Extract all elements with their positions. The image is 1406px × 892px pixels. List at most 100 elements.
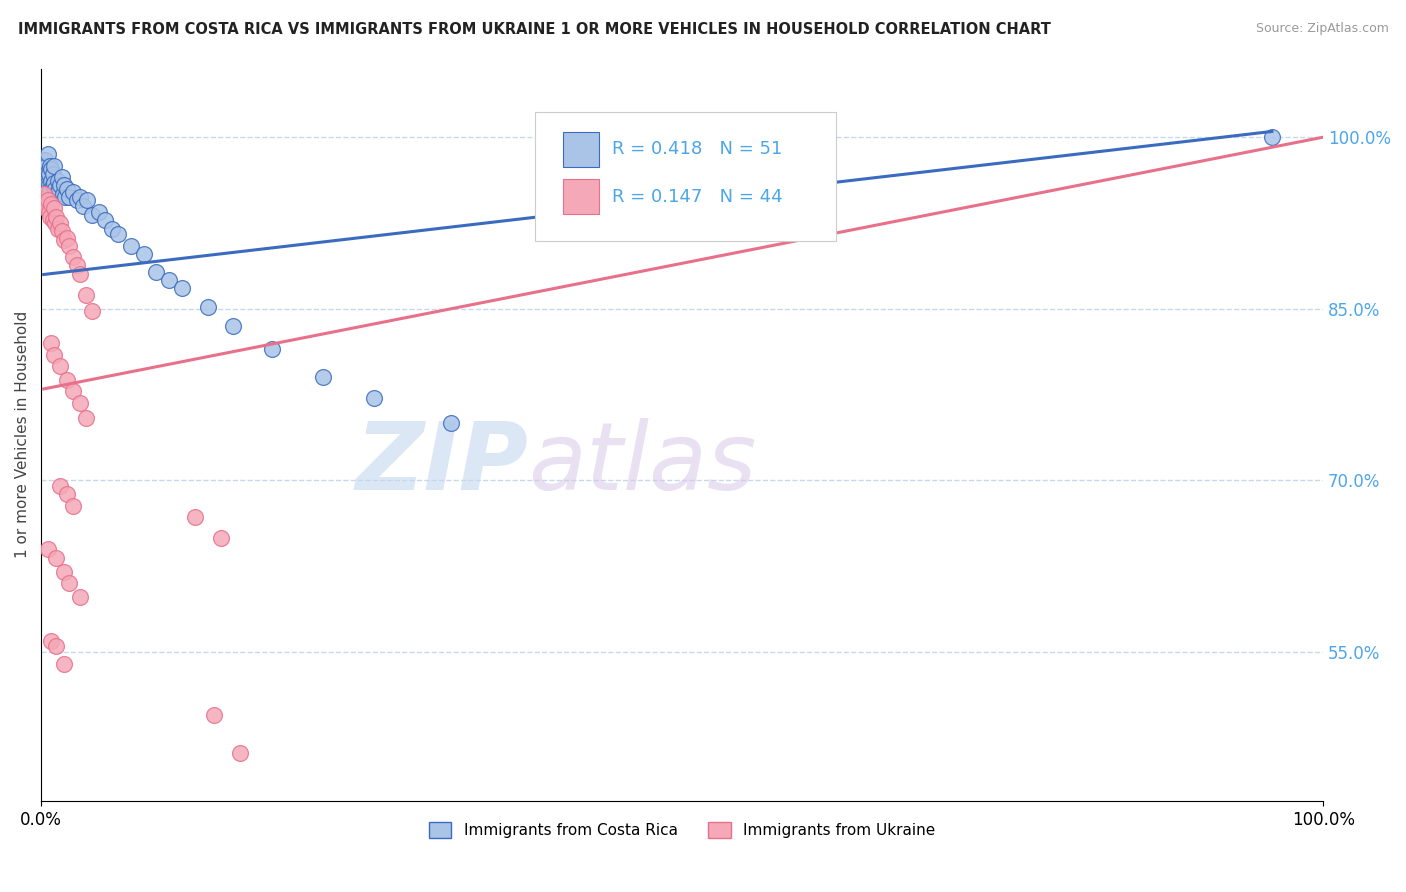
Point xyxy=(38,204,60,219)
Point xyxy=(312,370,335,384)
Point xyxy=(69,395,91,409)
Point xyxy=(145,265,167,279)
Point xyxy=(42,159,65,173)
Point xyxy=(69,590,91,604)
Point xyxy=(34,199,56,213)
Text: ZIP: ZIP xyxy=(356,418,529,510)
Point xyxy=(75,288,97,302)
Point xyxy=(87,204,110,219)
Point xyxy=(37,164,59,178)
Point xyxy=(41,196,63,211)
Point xyxy=(35,159,58,173)
Point xyxy=(53,657,76,671)
Point xyxy=(42,348,65,362)
Point xyxy=(37,542,59,557)
Point xyxy=(202,708,225,723)
Point xyxy=(157,273,180,287)
Point xyxy=(62,384,84,399)
Point xyxy=(62,250,84,264)
Point xyxy=(58,189,80,203)
Point xyxy=(39,211,62,225)
Point xyxy=(34,164,56,178)
Point xyxy=(39,159,62,173)
Point xyxy=(82,304,104,318)
Point xyxy=(45,640,67,654)
Point xyxy=(222,318,245,333)
Point xyxy=(55,487,77,501)
Point xyxy=(39,182,62,196)
Point xyxy=(55,189,77,203)
Point xyxy=(69,268,91,282)
Point xyxy=(41,162,63,177)
Point xyxy=(41,174,63,188)
Text: Source: ZipAtlas.com: Source: ZipAtlas.com xyxy=(1256,22,1389,36)
Point xyxy=(72,199,94,213)
Point xyxy=(34,153,56,167)
Point xyxy=(35,201,58,215)
Point xyxy=(42,176,65,190)
Point xyxy=(41,167,63,181)
Point xyxy=(46,174,69,188)
Point xyxy=(197,300,219,314)
Point xyxy=(42,201,65,215)
FancyBboxPatch shape xyxy=(562,131,599,167)
Point xyxy=(32,187,55,202)
Point xyxy=(107,227,129,242)
Point xyxy=(41,336,63,351)
Point xyxy=(229,746,252,760)
Point xyxy=(209,531,232,545)
Point xyxy=(53,178,76,193)
Legend: Immigrants from Costa Rica, Immigrants from Ukraine: Immigrants from Costa Rica, Immigrants f… xyxy=(422,816,942,845)
Point xyxy=(1261,130,1284,145)
Point xyxy=(32,176,55,190)
Point xyxy=(82,208,104,222)
Point xyxy=(48,182,70,196)
Point xyxy=(37,193,59,207)
Point xyxy=(55,182,77,196)
Text: R = 0.147   N = 44: R = 0.147 N = 44 xyxy=(612,187,782,206)
Point xyxy=(172,281,194,295)
Point xyxy=(37,147,59,161)
Point xyxy=(62,185,84,199)
Point xyxy=(41,178,63,193)
Point xyxy=(35,170,58,185)
Point xyxy=(55,231,77,245)
Point xyxy=(45,211,67,225)
Point xyxy=(94,212,117,227)
Point xyxy=(260,342,283,356)
Point xyxy=(45,187,67,202)
Point xyxy=(49,216,72,230)
Point xyxy=(62,499,84,513)
Point xyxy=(66,193,89,207)
Point xyxy=(132,247,155,261)
Point xyxy=(41,633,63,648)
Point xyxy=(58,239,80,253)
FancyBboxPatch shape xyxy=(534,112,837,241)
Point xyxy=(100,221,122,235)
Point xyxy=(363,391,385,405)
Point xyxy=(45,551,67,566)
Point xyxy=(49,178,72,193)
Point xyxy=(69,189,91,203)
Point xyxy=(37,176,59,190)
Point xyxy=(53,565,76,579)
Y-axis label: 1 or more Vehicles in Household: 1 or more Vehicles in Household xyxy=(15,311,30,558)
Point xyxy=(51,224,73,238)
Point xyxy=(55,373,77,387)
Point xyxy=(49,479,72,493)
Point xyxy=(46,221,69,235)
Point xyxy=(38,178,60,193)
Point xyxy=(44,182,66,196)
Text: atlas: atlas xyxy=(529,418,756,509)
Point xyxy=(51,170,73,185)
FancyBboxPatch shape xyxy=(562,179,599,214)
Text: IMMIGRANTS FROM COSTA RICA VS IMMIGRANTS FROM UKRAINE 1 OR MORE VEHICLES IN HOUS: IMMIGRANTS FROM COSTA RICA VS IMMIGRANTS… xyxy=(18,22,1052,37)
Point xyxy=(76,193,98,207)
Point xyxy=(120,239,142,253)
Point xyxy=(440,417,463,431)
Point xyxy=(49,359,72,373)
Point xyxy=(38,167,60,181)
Point xyxy=(44,216,66,230)
Point xyxy=(75,410,97,425)
Point xyxy=(184,510,207,524)
